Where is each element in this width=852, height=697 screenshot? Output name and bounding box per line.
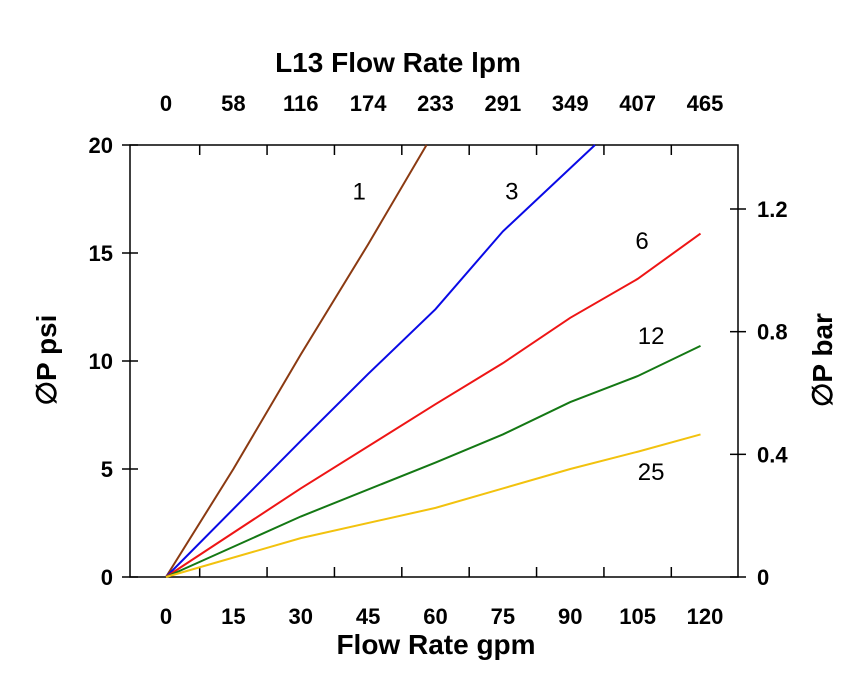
series-line-6 bbox=[165, 232, 702, 578]
y-tick-label: 5 bbox=[101, 457, 113, 482]
y-tick-label: 10 bbox=[89, 349, 113, 374]
chart-title: L13 Flow Rate lpm bbox=[275, 47, 521, 78]
y-tick-label: 20 bbox=[89, 133, 113, 158]
y-tick-label: 0 bbox=[101, 565, 113, 590]
x-top-tick-label: 233 bbox=[417, 91, 454, 116]
x-top-tick-label: 465 bbox=[687, 91, 724, 116]
y-axis-label: ∅P psi bbox=[31, 315, 62, 406]
x-tick-label: 75 bbox=[491, 604, 515, 629]
y2-tick-label: 0.4 bbox=[757, 442, 788, 467]
x-top-tick-label: 349 bbox=[552, 91, 589, 116]
x-axis-label: Flow Rate gpm bbox=[336, 629, 535, 660]
x-top-tick-label: 291 bbox=[485, 91, 522, 116]
x-tick-label: 105 bbox=[619, 604, 656, 629]
series-line-3 bbox=[165, 144, 596, 578]
series-label-1: 1 bbox=[352, 178, 365, 205]
x-top-tick-label: 0 bbox=[160, 91, 172, 116]
x-tick-label: 120 bbox=[687, 604, 724, 629]
x-tick-label: 60 bbox=[423, 604, 447, 629]
x-tick-label: 30 bbox=[289, 604, 313, 629]
x-top-tick-label: 58 bbox=[221, 91, 245, 116]
x-tick-label: 45 bbox=[356, 604, 380, 629]
y2-tick-label: 0 bbox=[757, 565, 769, 590]
series-label-12: 12 bbox=[638, 323, 665, 350]
x-tick-label: 90 bbox=[558, 604, 582, 629]
plot-frame bbox=[129, 144, 739, 578]
series-label-6: 6 bbox=[635, 228, 648, 255]
x-top-tick-label: 174 bbox=[350, 91, 387, 116]
series-label-3: 3 bbox=[505, 178, 518, 205]
series-line-25 bbox=[165, 433, 701, 578]
series-line-1 bbox=[165, 144, 428, 578]
x-top-tick-label: 407 bbox=[619, 91, 656, 116]
series-line-12 bbox=[165, 344, 701, 578]
x-top-tick-label: 116 bbox=[283, 91, 319, 116]
series-label-25: 25 bbox=[638, 459, 665, 486]
y2-tick-label: 1.2 bbox=[757, 197, 788, 222]
x-tick-label: 0 bbox=[160, 604, 172, 629]
y2-axis-label: ∅P bar bbox=[807, 313, 838, 407]
y2-tick-label: 0.8 bbox=[757, 320, 788, 345]
x-tick-label: 15 bbox=[221, 604, 245, 629]
y-tick-label: 15 bbox=[89, 241, 113, 266]
